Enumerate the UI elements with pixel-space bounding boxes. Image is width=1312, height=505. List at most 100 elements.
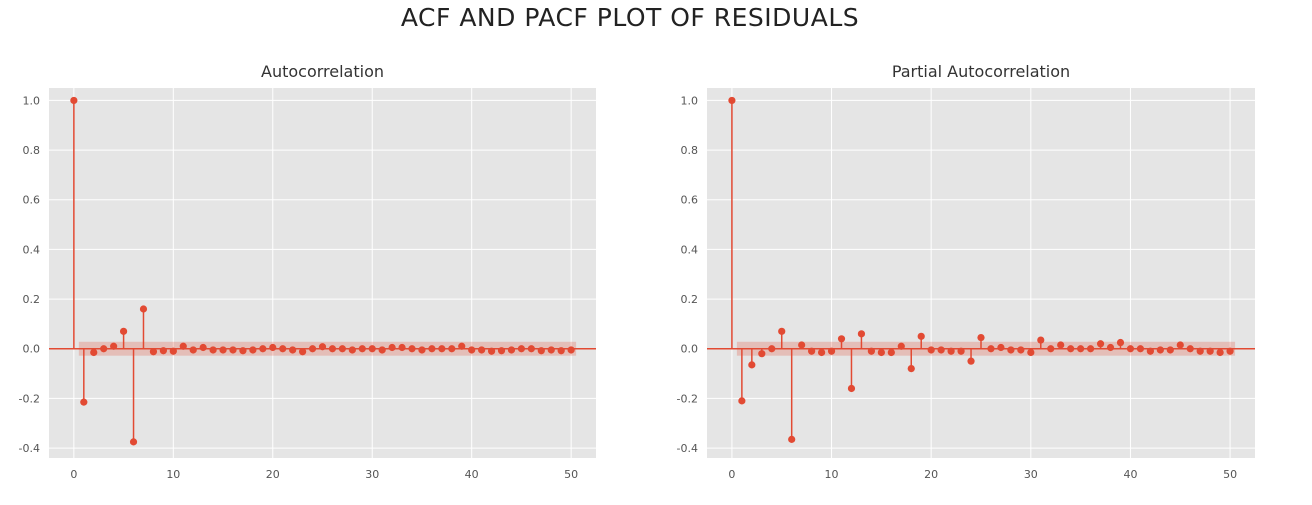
acf-xtick-label: 20 bbox=[266, 468, 280, 481]
pacf-marker-lag-19 bbox=[917, 332, 925, 340]
acf-marker-lag-12 bbox=[189, 346, 197, 354]
pacf-marker-lag-16 bbox=[887, 348, 895, 357]
acf-marker-lag-15 bbox=[219, 346, 227, 354]
pacf-marker-lag-40 bbox=[1126, 345, 1135, 353]
pacf-marker-lag-0 bbox=[728, 96, 736, 105]
acf-marker-lag-26 bbox=[328, 345, 337, 353]
acf-marker-lag-38 bbox=[448, 345, 456, 353]
acf-marker-lag-46 bbox=[527, 345, 535, 353]
acf-marker-lag-49 bbox=[557, 347, 565, 355]
acf-ytick-label: 0.8 bbox=[23, 144, 41, 157]
pacf-marker-lag-35 bbox=[1077, 345, 1085, 353]
pacf-marker-lag-5 bbox=[778, 327, 786, 335]
acf-marker-lag-30 bbox=[368, 345, 376, 353]
pacf-marker-lag-36 bbox=[1087, 345, 1095, 353]
acf-marker-lag-9 bbox=[159, 347, 167, 355]
acf-marker-lag-18 bbox=[249, 346, 257, 354]
pacf-marker-lag-20 bbox=[927, 346, 935, 354]
acf-marker-lag-4 bbox=[110, 342, 118, 350]
pacf-marker-lag-25 bbox=[977, 333, 985, 342]
pacf-xtick-label: 40 bbox=[1123, 468, 1137, 481]
acf-xtick-label: 30 bbox=[365, 468, 379, 481]
acf-marker-lag-36 bbox=[428, 345, 436, 353]
acf-marker-lag-10 bbox=[169, 347, 177, 355]
acf-marker-lag-45 bbox=[517, 345, 526, 353]
acf-marker-lag-5 bbox=[119, 327, 128, 335]
acf-axes-title: Autocorrelation bbox=[261, 62, 384, 81]
acf-marker-lag-27 bbox=[338, 345, 346, 353]
pacf-marker-lag-43 bbox=[1156, 346, 1164, 354]
acf-marker-lag-21 bbox=[279, 345, 287, 353]
acf-xtick-label: 0 bbox=[70, 468, 77, 481]
pacf-ytick-label: 0.8 bbox=[681, 144, 699, 157]
acf-marker-lag-1 bbox=[80, 398, 88, 406]
acf-marker-lag-8 bbox=[149, 348, 158, 356]
acf-marker-lag-14 bbox=[209, 346, 217, 354]
acf-marker-lag-17 bbox=[239, 347, 247, 355]
pacf-marker-lag-26 bbox=[987, 345, 995, 353]
acf-marker-lag-34 bbox=[408, 345, 416, 353]
pacf-marker-lag-4 bbox=[768, 345, 776, 353]
acf-marker-lag-44 bbox=[507, 346, 516, 354]
pacf-marker-lag-50 bbox=[1226, 347, 1234, 355]
pacf-marker-lag-29 bbox=[1017, 346, 1025, 354]
acf-marker-lag-20 bbox=[269, 343, 277, 352]
pacf-plot-background bbox=[707, 88, 1255, 458]
acf-marker-lag-2 bbox=[90, 348, 98, 357]
acf-marker-lag-42 bbox=[487, 347, 496, 355]
pacf-marker-lag-9 bbox=[817, 348, 826, 357]
pacf-marker-lag-30 bbox=[1027, 348, 1035, 357]
acf-marker-lag-13 bbox=[199, 343, 207, 352]
acf-plot-background bbox=[49, 88, 596, 458]
acf-ytick-label: 0.0 bbox=[23, 343, 41, 356]
acf-marker-lag-29 bbox=[358, 345, 366, 353]
acf-marker-lag-50 bbox=[567, 346, 575, 354]
acf-marker-lag-40 bbox=[468, 346, 476, 354]
pacf-marker-lag-1 bbox=[738, 397, 746, 405]
pacf-marker-lag-39 bbox=[1116, 338, 1125, 347]
acf-marker-lag-43 bbox=[497, 347, 506, 355]
pacf-marker-lag-22 bbox=[947, 347, 955, 355]
pacf-marker-lag-8 bbox=[808, 347, 816, 355]
acf-ytick-label: 0.6 bbox=[23, 194, 41, 207]
pacf-marker-lag-17 bbox=[897, 342, 905, 350]
pacf-ytick-label: 0.6 bbox=[681, 194, 699, 207]
pacf-xtick-label: 0 bbox=[728, 468, 735, 481]
pacf-xtick-label: 50 bbox=[1223, 468, 1237, 481]
acf-marker-lag-11 bbox=[179, 342, 187, 350]
acf-xtick-label: 50 bbox=[564, 468, 578, 481]
pacf-xtick-label: 20 bbox=[924, 468, 938, 481]
acf-marker-lag-32 bbox=[388, 343, 396, 352]
pacf-marker-lag-11 bbox=[837, 335, 846, 343]
pacf-marker-lag-2 bbox=[748, 361, 756, 369]
pacf-marker-lag-38 bbox=[1106, 343, 1115, 352]
pacf-marker-lag-33 bbox=[1057, 341, 1065, 349]
acf-xtick-label: 10 bbox=[166, 468, 180, 481]
pacf-marker-lag-14 bbox=[867, 347, 876, 355]
pacf-marker-lag-6 bbox=[788, 435, 796, 443]
pacf-marker-lag-44 bbox=[1166, 346, 1174, 354]
pacf-marker-lag-15 bbox=[877, 348, 885, 357]
pacf-marker-lag-24 bbox=[967, 357, 975, 365]
pacf-ytick-label: 1.0 bbox=[681, 94, 699, 107]
pacf-marker-lag-45 bbox=[1176, 341, 1184, 349]
pacf-marker-lag-13 bbox=[857, 330, 866, 338]
acf-xtick-label: 40 bbox=[465, 468, 479, 481]
pacf-xtick-label: 10 bbox=[825, 468, 839, 481]
acf-ytick-label: 0.2 bbox=[23, 293, 41, 306]
acf-marker-lag-35 bbox=[418, 346, 426, 354]
pacf-marker-lag-23 bbox=[957, 347, 965, 355]
acf-marker-lag-16 bbox=[229, 346, 237, 354]
pacf-marker-lag-42 bbox=[1146, 347, 1154, 355]
pacf-marker-lag-3 bbox=[758, 350, 766, 358]
acf-marker-lag-22 bbox=[289, 346, 297, 354]
acf-marker-lag-19 bbox=[259, 345, 267, 353]
pacf-marker-lag-34 bbox=[1067, 345, 1075, 353]
pacf-marker-lag-12 bbox=[847, 384, 856, 393]
pacf-ytick-label: -0.4 bbox=[677, 442, 698, 455]
pacf-ytick-label: 0.2 bbox=[681, 293, 699, 306]
acf-marker-lag-37 bbox=[438, 345, 446, 353]
pacf-axes: 0 10 20 30 40 50 -0.4 -0.2 0.0 0.2 0.4 0.6 0.8 1.0 Par… bbox=[677, 62, 1255, 481]
acf-marker-lag-3 bbox=[100, 345, 108, 353]
